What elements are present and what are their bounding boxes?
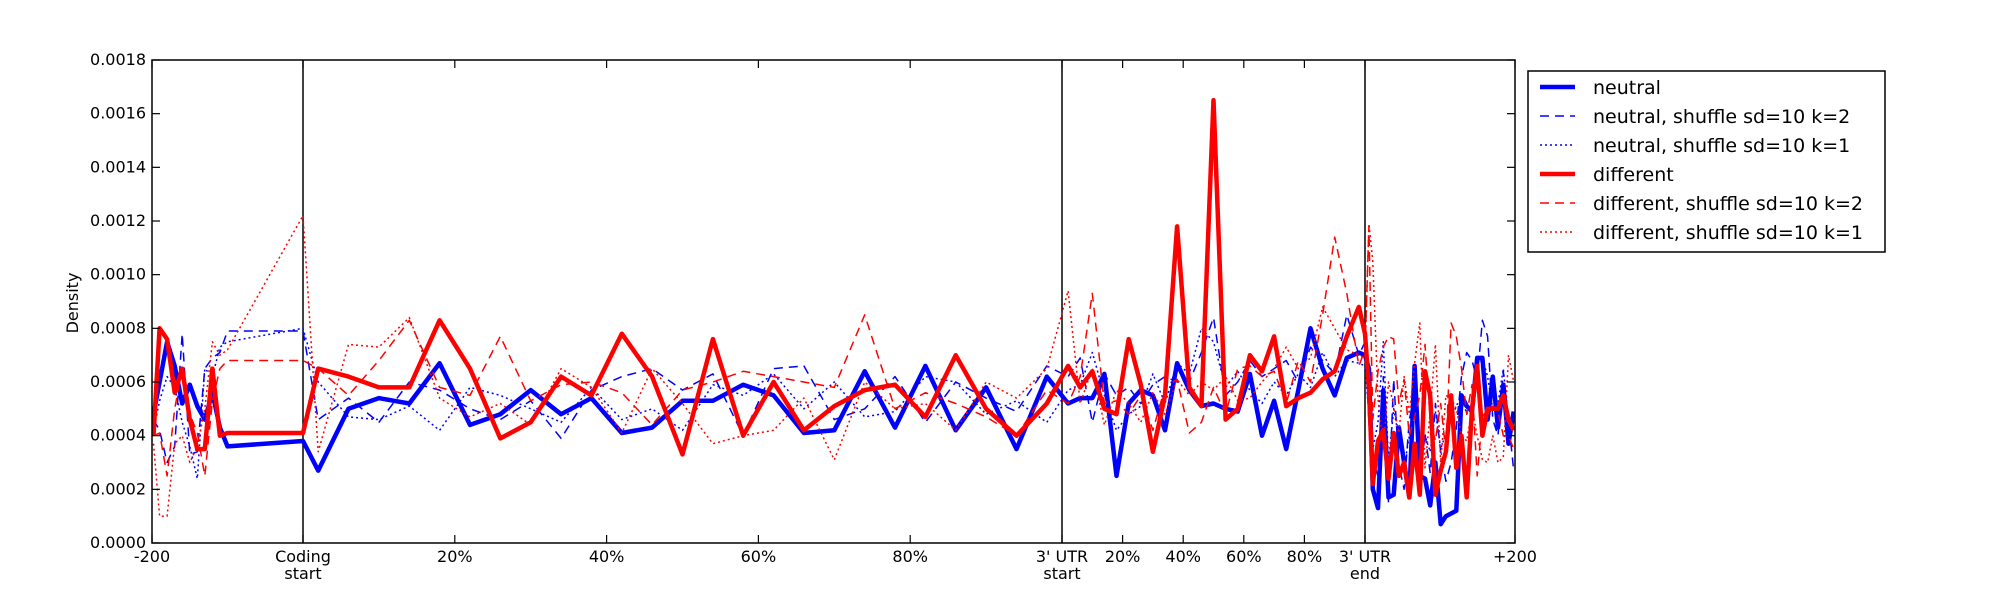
y-tick-label: 0.0018: [90, 50, 146, 69]
legend-box: [1527, 70, 1886, 253]
x-tick-label: 80%: [1287, 547, 1323, 566]
x-tick-label: 20%: [437, 547, 473, 566]
series-lines: [152, 97, 1515, 527]
legend-label-2: neutral, shuffle sd=10 k=1: [1593, 135, 1850, 157]
y-axis-label: Density: [63, 273, 82, 334]
legend-label-5: different, shuffle sd=10 k=1: [1593, 222, 1863, 244]
y-tick-label: 0.0012: [90, 211, 146, 230]
legend-label-0: neutral: [1593, 77, 1661, 99]
x-tick-label: 60%: [741, 547, 777, 566]
x-tick-label: 3' UTR end: [1339, 547, 1391, 583]
legend-label-3: different: [1593, 164, 1674, 186]
y-tick-label: 0.0002: [90, 479, 146, 498]
y-tick-label: 0.0016: [90, 104, 146, 123]
legend-label-1: neutral, shuffle sd=10 k=2: [1593, 106, 1850, 128]
x-axis: -200 Coding start 20% 40% 60% 80% 3' UTR start 20…: [134, 60, 1537, 583]
plot-area: [152, 60, 1515, 543]
x-tick-label: 80%: [892, 547, 928, 566]
x-tick-label: 60%: [1226, 547, 1262, 566]
y-tick-label: 0.0006: [90, 372, 146, 391]
x-tick-label: 40%: [1165, 547, 1201, 566]
legend-label-4: different, shuffle sd=10 k=2: [1593, 193, 1863, 215]
region-boundary-lines: [302, 60, 1366, 543]
legend: neutral neutral, shuffle sd=10 k=2 neutral…: [1527, 70, 1886, 253]
y-tick-label: 0.0000: [90, 533, 146, 552]
y-tick-label: 0.0004: [90, 426, 146, 445]
x-tick-label: 20%: [1105, 547, 1141, 566]
y-tick-label: 0.0008: [90, 318, 146, 337]
y-tick-label: 0.0010: [90, 265, 146, 284]
series-line-3: [152, 97, 1515, 500]
x-tick-label: -200: [134, 547, 170, 566]
x-tick-label: 3' UTR start: [1036, 547, 1088, 583]
x-tick-label: 40%: [589, 547, 625, 566]
x-tick-label: +200: [1493, 547, 1537, 566]
y-axis: 0.0000 0.0002 0.0004 0.0006 0.0008 0.0010 0.00…: [90, 50, 1515, 552]
x-tick-label: Coding start: [275, 547, 331, 583]
plot-frame: [151, 59, 1516, 544]
y-tick-label: 0.0014: [90, 157, 146, 176]
